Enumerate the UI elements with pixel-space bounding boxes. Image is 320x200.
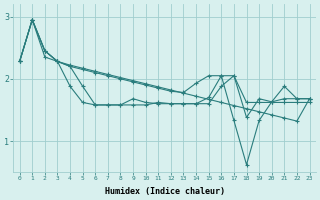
X-axis label: Humidex (Indice chaleur): Humidex (Indice chaleur) (105, 187, 225, 196)
